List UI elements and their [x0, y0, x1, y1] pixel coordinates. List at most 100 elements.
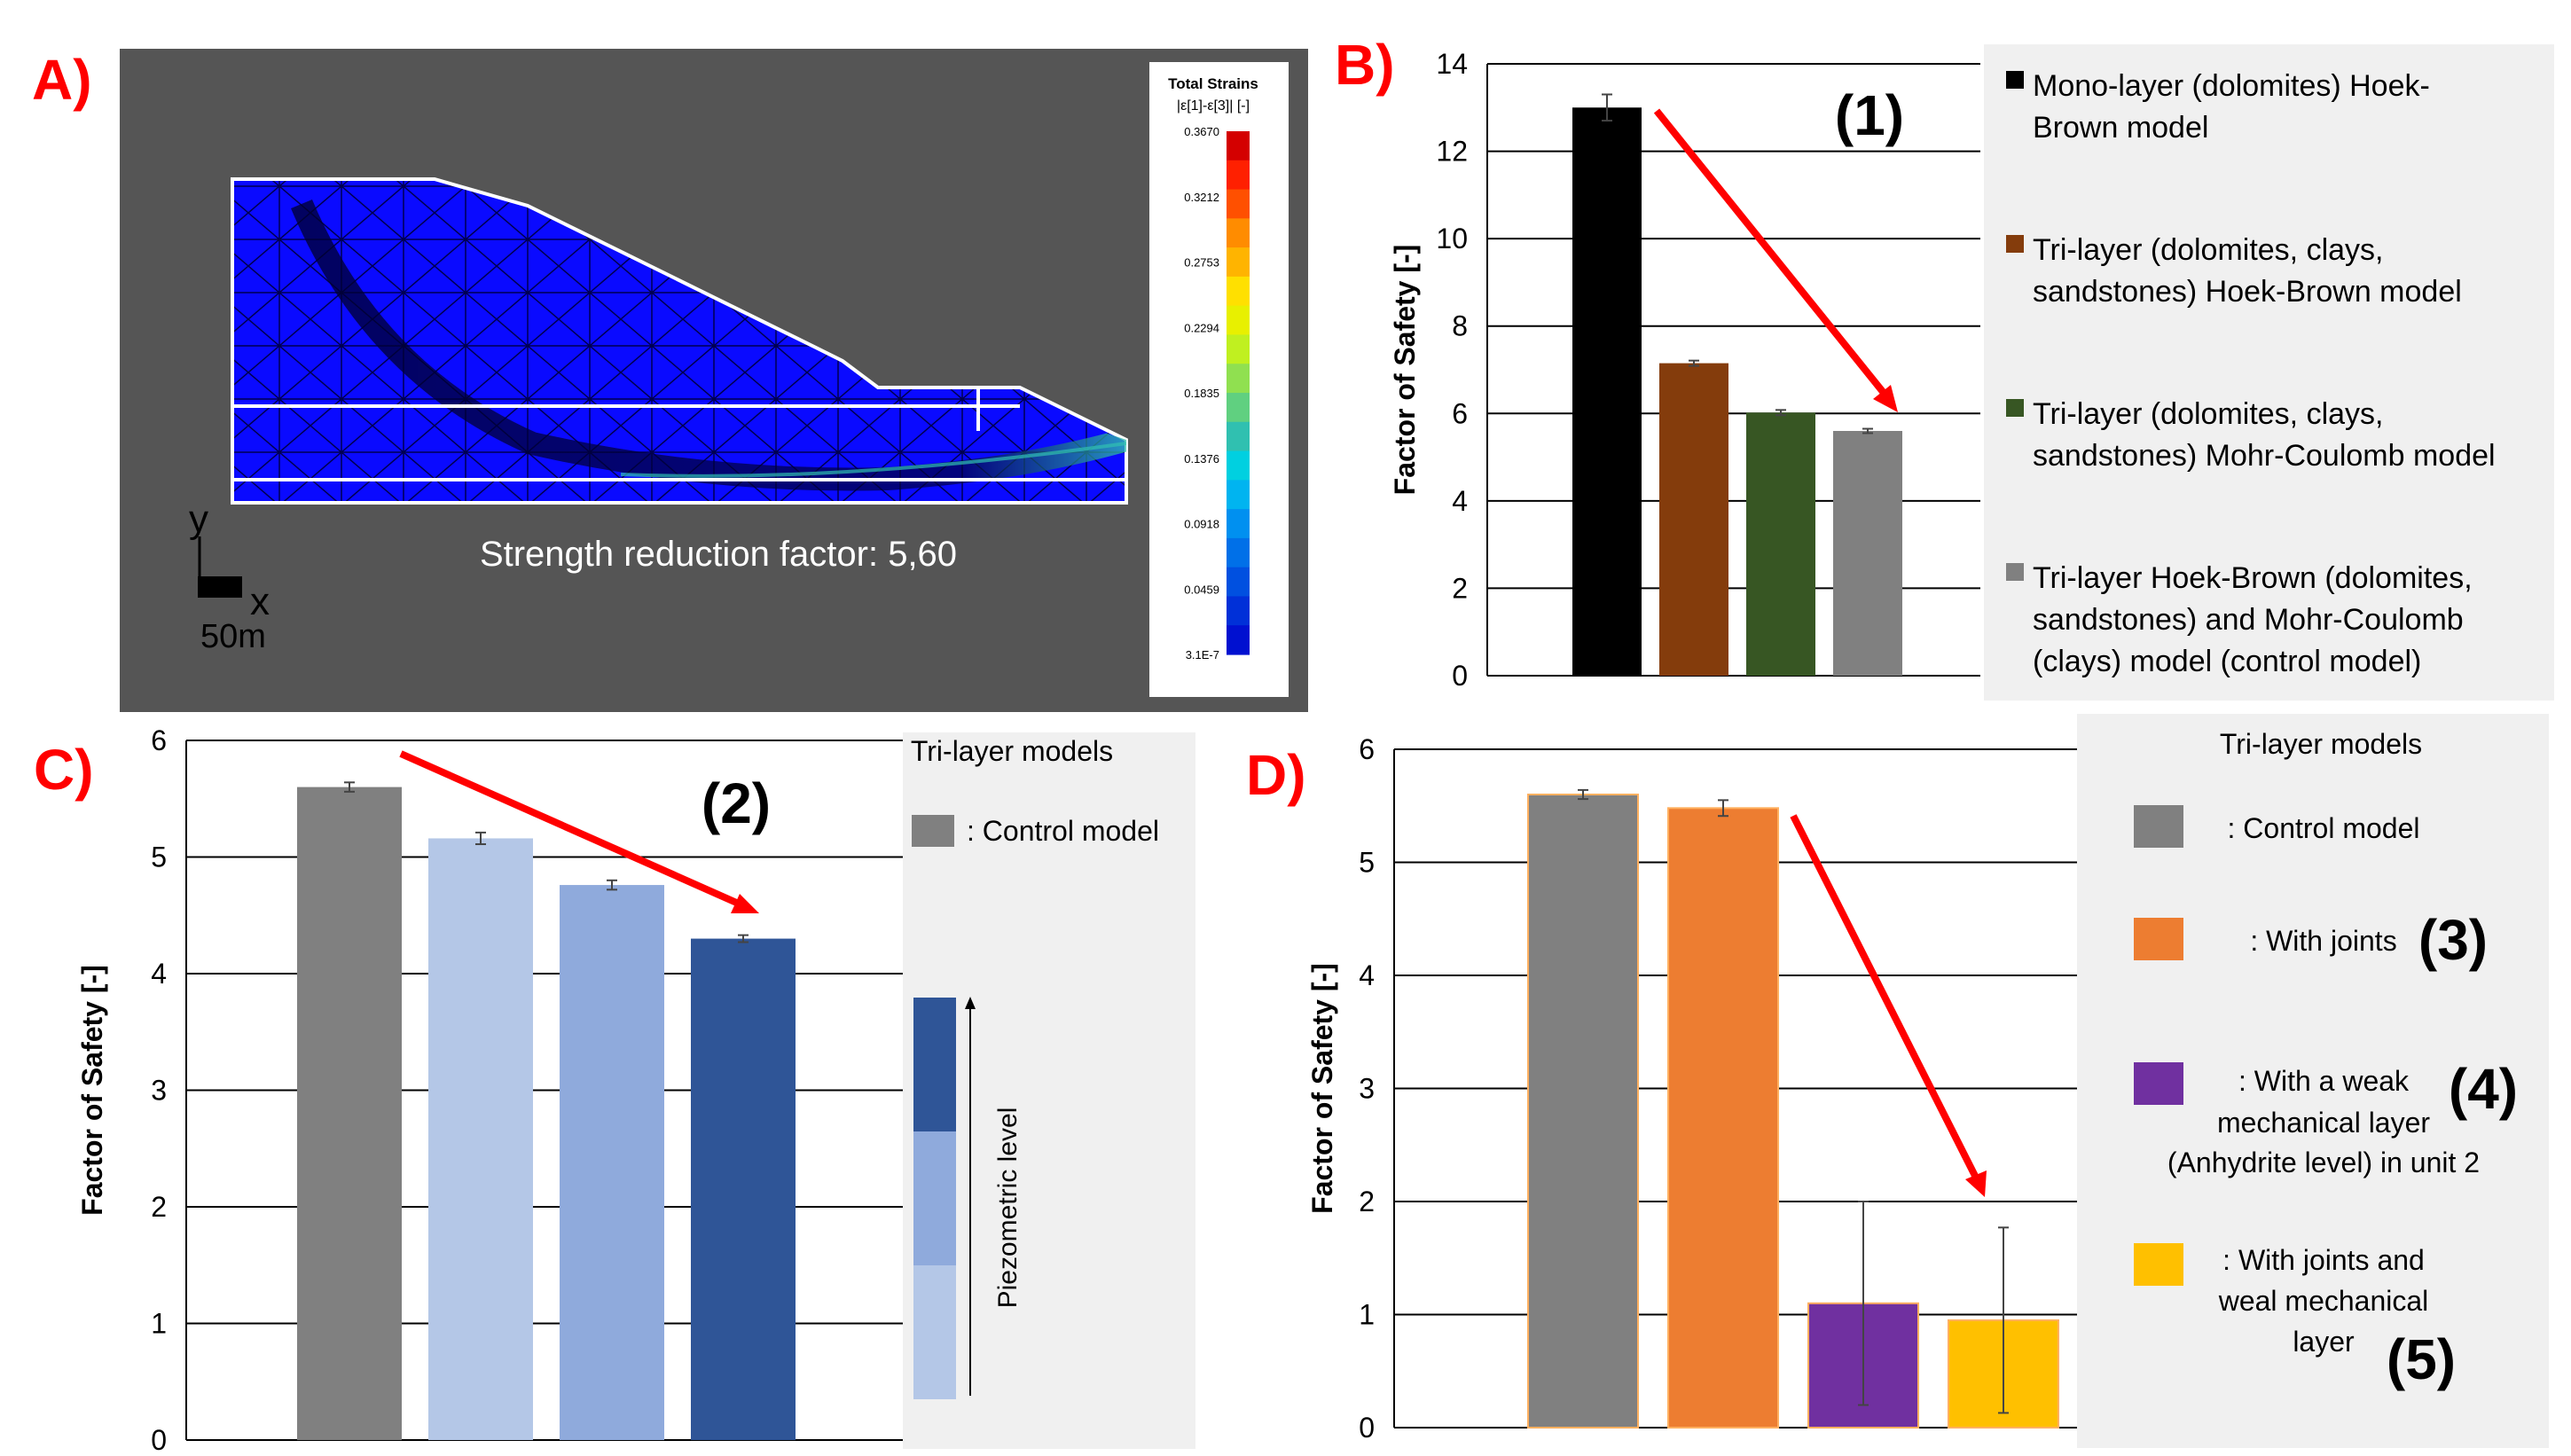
strain-color-band — [1227, 509, 1250, 539]
strain-legend-title: Total Strains — [1168, 75, 1258, 92]
y-tick-label: 1 — [1359, 1299, 1375, 1331]
legend-label: : Control model — [967, 815, 1159, 847]
y-tick-label: 4 — [151, 958, 167, 990]
strain-color-band — [1227, 131, 1250, 161]
strain-color-band — [1227, 218, 1250, 248]
strain-color-band — [1227, 160, 1250, 191]
panel-a: A) Strength reduction factor: — [32, 48, 1308, 712]
legend-swatch — [2006, 71, 2024, 89]
strain-color-band — [1227, 364, 1250, 394]
y-axis-title: Factor of Safety [-] — [1306, 963, 1338, 1214]
axis-y-label: y — [189, 497, 208, 541]
y-tick-label: 0 — [1359, 1412, 1375, 1444]
bar — [428, 838, 533, 1440]
bar — [1667, 807, 1779, 1429]
y-tick-label: 2 — [151, 1191, 167, 1223]
legend-label: : Control model — [2228, 812, 2420, 844]
trend-arrowhead-b — [1873, 385, 1898, 412]
y-tick-label: 10 — [1436, 223, 1468, 254]
y-tick-label: 6 — [151, 724, 167, 756]
y-tick-label: 3 — [1359, 1073, 1375, 1105]
y-axis-title: Factor of Safety [-] — [1389, 245, 1421, 496]
legend-label: sandstones) and Mohr-Coulomb — [2033, 603, 2464, 637]
bar — [691, 938, 796, 1440]
strain-color-band — [1227, 276, 1250, 307]
y-tick-label: 2 — [1452, 572, 1468, 604]
legend-label: sandstones) Hoek-Brown model — [2033, 275, 2462, 309]
marker-4: (4) — [2449, 1057, 2518, 1121]
piezometric-band — [913, 1265, 956, 1399]
legend-label: mechanical layer — [2217, 1107, 2430, 1139]
bar — [297, 787, 402, 1440]
piezometric-band — [913, 1131, 956, 1265]
panel-d: D) 0 1 2 3 4 5 6 Factor of Safety [-] Tri-layer … — [1246, 714, 2549, 1448]
trend-arrowhead-c — [731, 894, 759, 913]
piezometric-arrowhead — [965, 997, 976, 1009]
panel-a-letter: A) — [32, 48, 92, 112]
slope-mesh — [231, 177, 1128, 505]
marker-5: (5) — [2387, 1327, 2456, 1391]
legend-title: Tri-layer models — [911, 735, 1113, 767]
panel-d-letter: D) — [1246, 743, 1306, 807]
y-tick-label: 14 — [1436, 48, 1468, 80]
piezometric-band — [913, 998, 956, 1131]
y-tick-label: 6 — [1359, 733, 1375, 765]
legend-label: Tri-layer Hoek-Brown (dolomites, — [2033, 561, 2473, 595]
marker-3: (3) — [2418, 908, 2488, 972]
legend-label: layer — [2293, 1326, 2355, 1358]
scale-label: 50m — [200, 618, 266, 655]
strain-color-band — [1227, 480, 1250, 510]
legend-label: Tri-layer (dolomites, clays, — [2033, 397, 2383, 431]
legend-label: Mono-layer (dolomites) Hoek- — [2033, 69, 2430, 103]
y-tick-label: 3 — [151, 1075, 167, 1107]
trend-arrowhead-d — [1965, 1170, 1987, 1197]
panel-c: C) 0 1 2 3 4 5 6 Factor of Safety [-] Tri-layer … — [34, 724, 1195, 1456]
marker-1: (1) — [1835, 83, 1904, 147]
legend-label: (Anhydrite level) in unit 2 — [2167, 1147, 2480, 1178]
bar — [560, 885, 664, 1440]
strain-color-band — [1227, 189, 1250, 219]
legend-label: Tri-layer (dolomites, clays, — [2033, 233, 2383, 267]
legend-label: : With joints and — [2222, 1244, 2425, 1276]
y-tick-label: 5 — [151, 842, 167, 873]
legend-label: : With a weak — [2238, 1065, 2410, 1097]
y-tick-label: 0 — [1452, 660, 1468, 692]
strain-legend-box — [1149, 62, 1289, 697]
trend-arrow-d — [1790, 814, 1979, 1179]
panel-b-legend-box — [1984, 44, 2554, 701]
legend-swatch — [912, 815, 954, 847]
legend-swatch — [2134, 1243, 2183, 1286]
bar — [1833, 431, 1902, 676]
strain-tick-label: 0.3212 — [1184, 191, 1219, 204]
strain-legend: Total Strains |ε[1]-ε[3]| [-] 0.3670 0.32… — [1149, 62, 1289, 697]
legend-label: : With joints — [2250, 925, 2396, 957]
strain-color-band — [1227, 625, 1250, 655]
y-tick-label: 2 — [1359, 1186, 1375, 1217]
legend-swatch — [2134, 1062, 2183, 1105]
piezometric-label: Piezometric level — [993, 1108, 1023, 1309]
legend-swatch — [2134, 805, 2183, 848]
strain-color-band — [1227, 305, 1250, 336]
strain-tick-label: 0.1835 — [1184, 387, 1219, 400]
bar — [1572, 107, 1642, 677]
panel-c-letter: C) — [34, 738, 94, 802]
y-tick-label: 8 — [1452, 310, 1468, 342]
panel-b-letter: B) — [1335, 33, 1395, 97]
y-tick-label: 0 — [151, 1424, 167, 1452]
y-tick-label: 4 — [1359, 959, 1375, 991]
panel-b: B) 0 2 4 6 8 10 12 14 Factor of Safety [-] Mono-l… — [1335, 33, 2554, 701]
strain-tick-label: 0.3670 — [1184, 125, 1219, 138]
bar — [1746, 412, 1815, 676]
y-tick-label: 1 — [151, 1308, 167, 1340]
strain-tick-label: 0.2753 — [1184, 256, 1219, 270]
strain-tick-label: 3.1E-7 — [1186, 648, 1219, 661]
y-tick-label: 12 — [1436, 136, 1468, 168]
strain-legend-subtitle: |ε[1]-ε[3]| [-] — [1177, 98, 1250, 114]
legend-label: (clays) model (control model) — [2033, 645, 2421, 678]
bar — [1659, 363, 1728, 676]
strength-reduction-label: Strength reduction factor: 5,60 — [480, 535, 957, 574]
axis-indicator: y x 50m — [189, 497, 270, 655]
trend-arrow-c — [399, 750, 742, 908]
strain-color-band — [1227, 393, 1250, 423]
strain-color-band — [1227, 567, 1250, 598]
